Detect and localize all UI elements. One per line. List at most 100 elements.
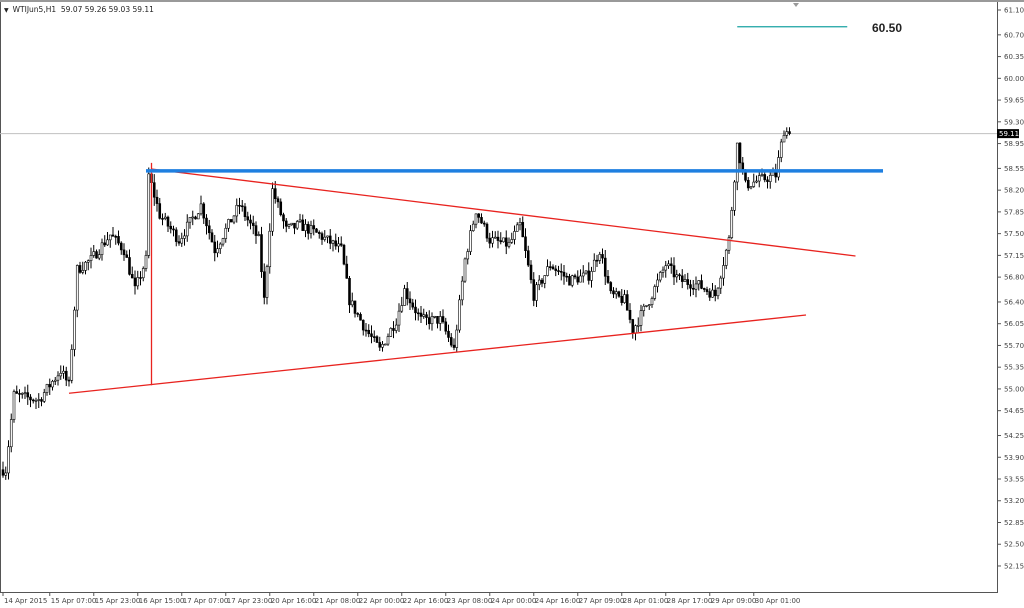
candle bbox=[557, 265, 560, 276]
candle bbox=[240, 200, 244, 212]
candle-body bbox=[163, 216, 167, 219]
candle bbox=[675, 269, 679, 283]
candle-body bbox=[172, 228, 175, 231]
dropdown-triangle-icon[interactable]: ▼ bbox=[4, 7, 9, 14]
candle-body bbox=[623, 294, 626, 303]
candle bbox=[334, 233, 338, 250]
candle-body bbox=[488, 237, 492, 244]
candle-body bbox=[356, 313, 360, 315]
candle-body bbox=[730, 210, 734, 238]
candle-body bbox=[485, 223, 489, 239]
candle-body bbox=[477, 213, 481, 218]
x-tick-label: 22 Apr 16:00 bbox=[403, 597, 449, 605]
candle bbox=[95, 249, 98, 259]
candle bbox=[306, 221, 310, 240]
candle-body bbox=[686, 279, 690, 285]
candle bbox=[78, 261, 82, 274]
candle-body bbox=[680, 275, 684, 282]
candle-body bbox=[136, 277, 140, 287]
candle-body bbox=[279, 201, 283, 216]
candle-body bbox=[568, 276, 571, 286]
candle-body bbox=[42, 392, 46, 402]
candle bbox=[565, 272, 569, 282]
current-price-label: 59.11 bbox=[999, 130, 1019, 138]
candle bbox=[691, 279, 695, 296]
candle-body bbox=[304, 223, 307, 231]
candle bbox=[719, 275, 723, 294]
candle bbox=[722, 257, 725, 286]
candle-body bbox=[774, 171, 778, 178]
candle-body bbox=[427, 317, 431, 325]
upper-trendline bbox=[151, 168, 856, 257]
candle bbox=[34, 397, 38, 410]
y-tick-label: 53.20 bbox=[1004, 497, 1024, 505]
candle-body bbox=[667, 263, 670, 267]
candle-body bbox=[92, 251, 96, 256]
candle bbox=[408, 291, 412, 310]
candle bbox=[361, 319, 365, 336]
candle-body bbox=[262, 271, 266, 298]
candle-body bbox=[309, 225, 313, 234]
candle-body bbox=[788, 131, 791, 134]
candle-body bbox=[733, 181, 736, 211]
candle-body bbox=[56, 375, 60, 381]
candle-body bbox=[271, 188, 274, 232]
candle-body bbox=[348, 278, 351, 306]
candle-body bbox=[433, 316, 437, 318]
candle-body bbox=[403, 288, 406, 306]
candle bbox=[172, 225, 175, 237]
candle-body bbox=[295, 221, 299, 229]
current-price-tag bbox=[997, 129, 1019, 139]
candle-body bbox=[51, 381, 54, 388]
candle-body bbox=[370, 333, 373, 337]
candle bbox=[84, 260, 87, 275]
candle bbox=[18, 389, 21, 403]
candle-body bbox=[97, 254, 101, 259]
candle bbox=[301, 214, 305, 231]
candle bbox=[521, 216, 525, 238]
candle-body bbox=[106, 239, 109, 246]
candle-body bbox=[323, 236, 327, 240]
candle-body bbox=[766, 179, 769, 182]
candle bbox=[551, 264, 555, 270]
candle bbox=[114, 234, 118, 245]
y-tick-label: 54.65 bbox=[1004, 407, 1024, 415]
candle-body bbox=[75, 265, 79, 311]
candle bbox=[513, 225, 516, 245]
candle-body bbox=[350, 300, 354, 306]
y-tick-label: 53.90 bbox=[1004, 454, 1024, 462]
candle-body bbox=[224, 227, 228, 239]
candle-body bbox=[537, 279, 541, 286]
candle bbox=[356, 312, 360, 318]
candle bbox=[191, 210, 195, 226]
candle-body bbox=[466, 251, 470, 260]
candle-body bbox=[257, 234, 261, 236]
candle-body bbox=[254, 225, 258, 236]
candle bbox=[455, 324, 459, 353]
candle bbox=[337, 236, 340, 253]
candle bbox=[133, 270, 137, 295]
candles bbox=[1, 127, 791, 480]
candle-body bbox=[282, 214, 285, 222]
chart-shift-marker-icon[interactable] bbox=[793, 3, 799, 7]
y-tick-label: 59.65 bbox=[1004, 97, 1024, 105]
candle-body bbox=[381, 344, 384, 348]
candle bbox=[185, 214, 189, 242]
x-tick-label: 29 Apr 09:00 bbox=[711, 597, 757, 605]
candle-body bbox=[122, 249, 126, 256]
candle-body bbox=[675, 274, 679, 278]
candle bbox=[609, 281, 613, 294]
candle-body bbox=[243, 206, 247, 217]
candle-body bbox=[207, 225, 211, 234]
candle bbox=[394, 318, 398, 334]
candle bbox=[689, 279, 692, 297]
candle-body bbox=[81, 270, 85, 273]
y-tick-label: 52.15 bbox=[1004, 562, 1024, 570]
candle bbox=[282, 212, 285, 229]
candle-body bbox=[183, 235, 186, 239]
candle-body bbox=[232, 215, 236, 223]
candle-body bbox=[573, 275, 577, 278]
candle-body bbox=[235, 204, 239, 217]
target-price-label: 60.50 bbox=[872, 21, 903, 35]
